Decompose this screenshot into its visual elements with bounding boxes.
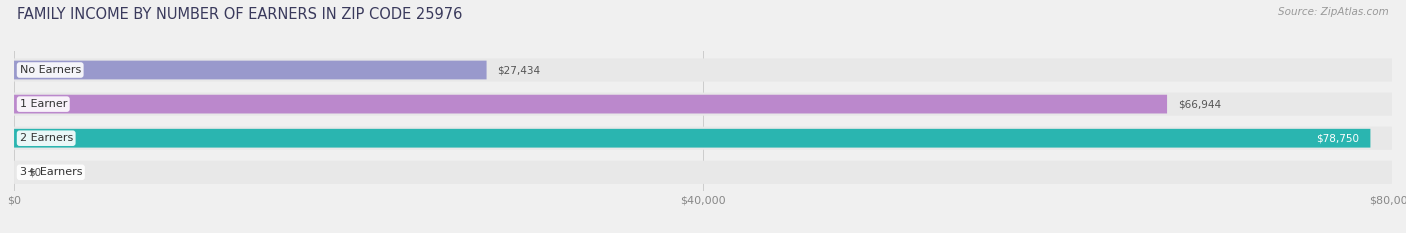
- Text: No Earners: No Earners: [20, 65, 80, 75]
- FancyBboxPatch shape: [14, 127, 1392, 150]
- Text: 1 Earner: 1 Earner: [20, 99, 67, 109]
- FancyBboxPatch shape: [14, 61, 486, 79]
- Text: 2 Earners: 2 Earners: [20, 133, 73, 143]
- FancyBboxPatch shape: [14, 58, 1392, 82]
- Text: FAMILY INCOME BY NUMBER OF EARNERS IN ZIP CODE 25976: FAMILY INCOME BY NUMBER OF EARNERS IN ZI…: [17, 7, 463, 22]
- Text: $0: $0: [28, 167, 41, 177]
- FancyBboxPatch shape: [14, 95, 1167, 113]
- Text: $66,944: $66,944: [1178, 99, 1222, 109]
- Text: 3+ Earners: 3+ Earners: [20, 167, 82, 177]
- Text: $27,434: $27,434: [498, 65, 541, 75]
- Text: Source: ZipAtlas.com: Source: ZipAtlas.com: [1278, 7, 1389, 17]
- FancyBboxPatch shape: [14, 129, 1371, 147]
- Text: $78,750: $78,750: [1316, 133, 1360, 143]
- FancyBboxPatch shape: [14, 161, 1392, 184]
- FancyBboxPatch shape: [14, 93, 1392, 116]
